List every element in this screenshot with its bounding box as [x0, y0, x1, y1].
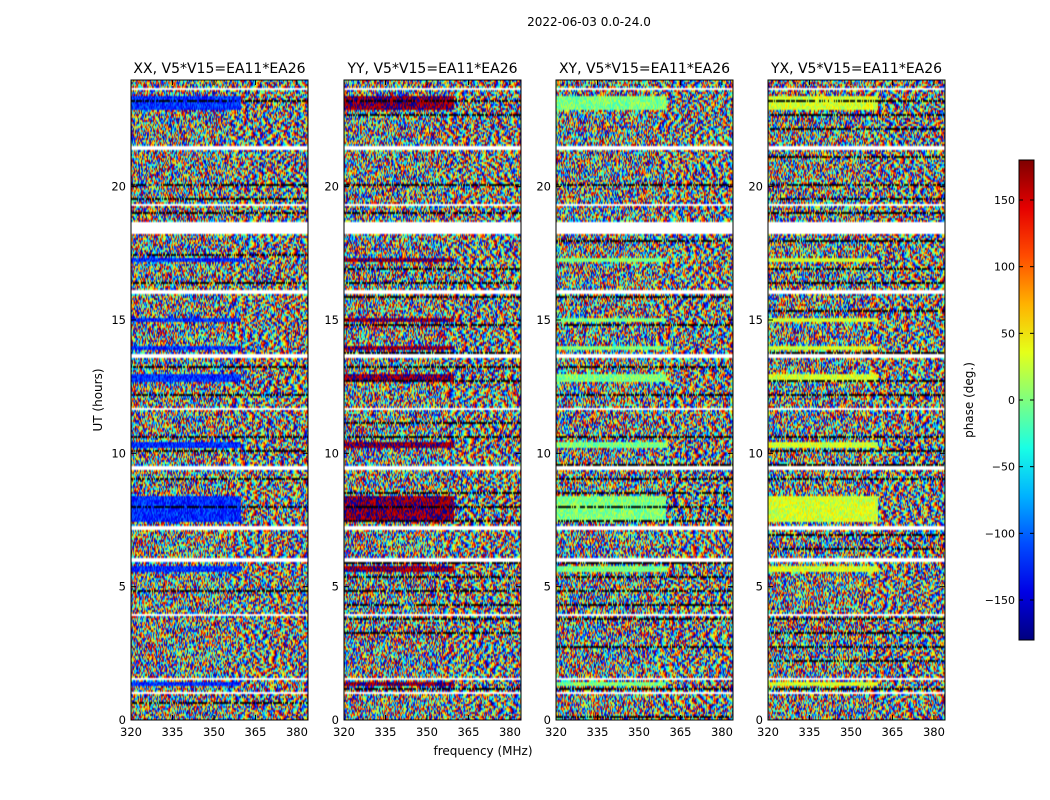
x-tick-label: 380: [923, 725, 945, 739]
y-tick-label: 15: [111, 313, 126, 327]
y-tick-label: 20: [748, 180, 763, 194]
colorbar-tick-label: 50: [1001, 327, 1015, 340]
x-tick-label: 380: [711, 725, 733, 739]
x-tick-label: 335: [799, 725, 821, 739]
x-tick-label: 365: [881, 725, 903, 739]
y-tick-label: 10: [111, 446, 126, 460]
y-tick-label: 5: [756, 580, 763, 594]
panel-4: YX, V5*V15=EA11*EA26 320 335 350 365 380 0 5 10 1…: [748, 61, 946, 739]
x-tick-label: 320: [120, 725, 142, 739]
y-tick-label: 5: [332, 580, 339, 594]
y-axis-label: UT (hours): [91, 368, 105, 431]
panel-title: XY, V5*V15=EA11*EA26: [559, 61, 730, 77]
colorbar-label: phase (deg.): [962, 362, 976, 438]
y-tick-label: 0: [756, 713, 763, 727]
panel-frame: [343, 79, 522, 721]
phase-heatmap: [768, 80, 945, 720]
x-tick-label: 335: [162, 725, 184, 739]
phase-heatmap: [556, 80, 733, 720]
x-tick-label: 320: [333, 725, 355, 739]
y-tick-label: 5: [119, 580, 126, 594]
x-tick-label: 365: [244, 725, 266, 739]
panel-title: YX, V5*V15=EA11*EA26: [770, 61, 942, 77]
x-tick-label: 365: [669, 725, 691, 739]
panel-3: XY, V5*V15=EA11*EA26 320 335 350 365 380 0 5 10 1…: [536, 61, 734, 739]
colorbar-tick-label: −100: [985, 527, 1015, 540]
colorbar-tick-label: 100: [994, 261, 1015, 274]
panels-group: XX, V5*V15=EA11*EA26 320 335 350 365 380 0 5 10 1…: [111, 61, 946, 739]
x-tick-label: 335: [587, 725, 609, 739]
panel-1: XX, V5*V15=EA11*EA26 320 335 350 365 380 0 5 10 1…: [111, 61, 309, 739]
y-tick-label: 5: [544, 580, 551, 594]
x-axis-label: frequency (MHz): [433, 744, 532, 758]
panel-title: XX, V5*V15=EA11*EA26: [133, 61, 305, 77]
phase-heatmap: [131, 80, 308, 720]
x-tick-label: 350: [628, 725, 650, 739]
y-tick-label: 15: [536, 313, 551, 327]
x-tick-label: 350: [203, 725, 225, 739]
y-tick-label: 10: [748, 446, 763, 460]
panel-frame: [555, 79, 734, 721]
colorbar-tick-label: 150: [994, 194, 1015, 207]
x-tick-label: 380: [286, 725, 308, 739]
y-tick-label: 10: [324, 446, 339, 460]
y-tick-label: 0: [332, 713, 339, 727]
phase-heatmap: [344, 80, 521, 720]
panel-frame: [130, 79, 309, 721]
y-tick-label: 15: [748, 313, 763, 327]
y-tick-label: 20: [324, 180, 339, 194]
x-tick-label: 335: [375, 725, 397, 739]
x-tick-label: 320: [545, 725, 567, 739]
colorbar: 150 100 50 0 −50 −100 −150: [985, 159, 1035, 641]
figure-title: 2022-06-03 0.0-24.0: [527, 15, 651, 29]
y-tick-label: 20: [111, 180, 126, 194]
y-tick-label: 20: [536, 180, 551, 194]
x-tick-label: 320: [757, 725, 779, 739]
panel-2: YY, V5*V15=EA11*EA26 320 335 350 365 380 0 5 10 1…: [324, 61, 522, 739]
y-tick-label: 0: [544, 713, 551, 727]
colorbar-tick-label: 0: [1008, 394, 1015, 407]
x-tick-label: 365: [457, 725, 479, 739]
colorbar-tick-label: −50: [992, 461, 1015, 474]
y-tick-label: 10: [536, 446, 551, 460]
colorbar-tick-label: −150: [985, 594, 1015, 607]
x-tick-label: 380: [499, 725, 521, 739]
panel-frame: [767, 79, 946, 721]
x-tick-label: 350: [416, 725, 438, 739]
y-tick-label: 0: [119, 713, 126, 727]
x-tick-label: 350: [840, 725, 862, 739]
y-tick-label: 15: [324, 313, 339, 327]
panel-title: YY, V5*V15=EA11*EA26: [346, 61, 517, 77]
